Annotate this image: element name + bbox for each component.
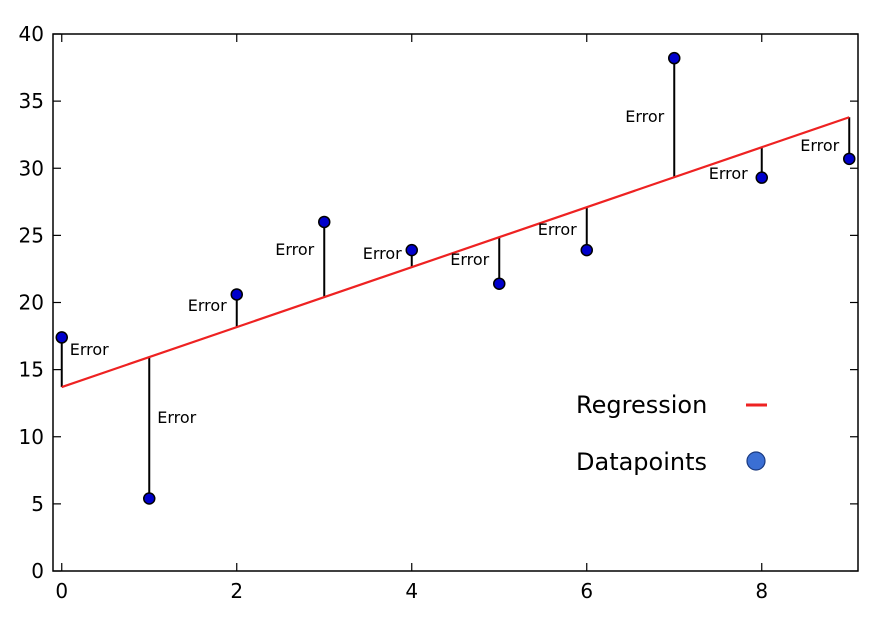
error-label-8: Error xyxy=(709,164,748,183)
error-label-5: Error xyxy=(450,250,489,269)
error-label-2: Error xyxy=(188,296,227,315)
data-point-4 xyxy=(405,243,418,257)
data-point-5 xyxy=(493,277,506,290)
plot-frame xyxy=(52,33,859,572)
data-point-8 xyxy=(755,171,768,184)
x-tick-label: 4 xyxy=(405,579,418,603)
data-point-1 xyxy=(143,492,156,505)
error-label-0: Error xyxy=(70,340,109,359)
data-point-3 xyxy=(318,215,331,229)
error-label-3: Error xyxy=(275,240,314,259)
data-point-7 xyxy=(668,51,681,65)
y-tick-label: 30 xyxy=(19,156,44,180)
data-point-9 xyxy=(843,152,856,166)
error-label-9: Error xyxy=(800,136,839,155)
y-tick-label: 25 xyxy=(19,223,44,247)
data-point-0 xyxy=(55,331,68,344)
y-tick-label: 10 xyxy=(19,425,44,449)
data-point-2 xyxy=(230,288,243,301)
y-tick-label: 15 xyxy=(19,358,44,382)
y-tick-label: 35 xyxy=(19,89,44,113)
legend-swatch-datapoints xyxy=(746,451,766,471)
y-tick-label: 20 xyxy=(19,291,44,315)
x-tick-label: 0 xyxy=(55,579,68,603)
legend-label-regression: Regression xyxy=(576,391,707,419)
error-label-7: Error xyxy=(625,107,664,126)
data-point-6 xyxy=(580,243,593,257)
regression-line xyxy=(61,116,850,389)
y-tick-label: 0 xyxy=(31,559,44,583)
legend-label-datapoints: Datapoints xyxy=(576,448,707,476)
x-tick-label: 2 xyxy=(230,579,243,603)
y-tick-label: 40 xyxy=(19,22,44,46)
x-tick-label: 8 xyxy=(755,579,768,603)
error-label-6: Error xyxy=(538,220,577,239)
x-tick-label: 6 xyxy=(580,579,593,603)
y-tick-label: 5 xyxy=(31,492,44,516)
error-label-4: Error xyxy=(363,244,402,263)
error-label-1: Error xyxy=(157,408,196,427)
